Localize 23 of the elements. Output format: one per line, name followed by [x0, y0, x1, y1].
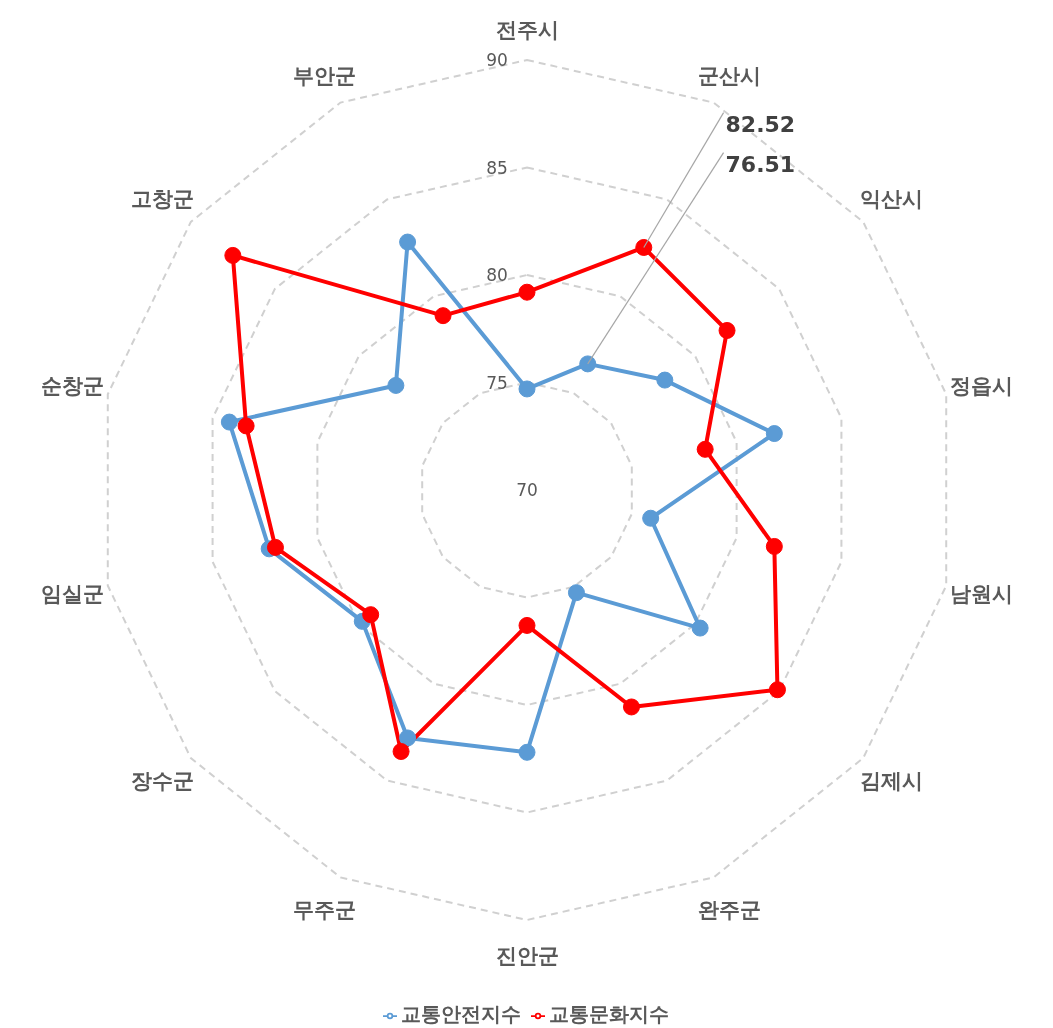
legend-label: 교통안전지수 — [400, 1002, 521, 1026]
y-tick-label: 70 — [516, 480, 538, 500]
spoke-label: 진안군 — [495, 944, 559, 968]
y-tick-label: 90 — [486, 50, 508, 70]
y-tick-label: 80 — [486, 265, 508, 285]
data-label: 82.52 — [725, 112, 796, 138]
legend-label: 교통문화지수 — [548, 1002, 669, 1026]
spoke-label: 정읍시 — [949, 374, 1013, 399]
data-label: 76.51 — [725, 152, 796, 178]
spoke-label: 고창군 — [131, 187, 195, 212]
y-tick-label: 75 — [486, 372, 508, 393]
spoke-label: 장수군 — [131, 768, 195, 793]
spoke-label: 부안군 — [293, 64, 357, 89]
spoke-label: 익산시 — [859, 187, 923, 212]
spoke-label: 군산시 — [697, 64, 761, 89]
spoke-label: 임실군 — [41, 581, 105, 606]
spoke-label: 완주군 — [697, 897, 761, 922]
spoke-label: 전주시 — [495, 18, 559, 42]
spoke-label: 순창군 — [41, 374, 105, 399]
spoke-label: 남원시 — [949, 581, 1013, 606]
y-tick-label: 85 — [486, 157, 508, 178]
spoke-label: 무주군 — [293, 897, 357, 922]
spoke-label: 김제시 — [859, 768, 923, 793]
